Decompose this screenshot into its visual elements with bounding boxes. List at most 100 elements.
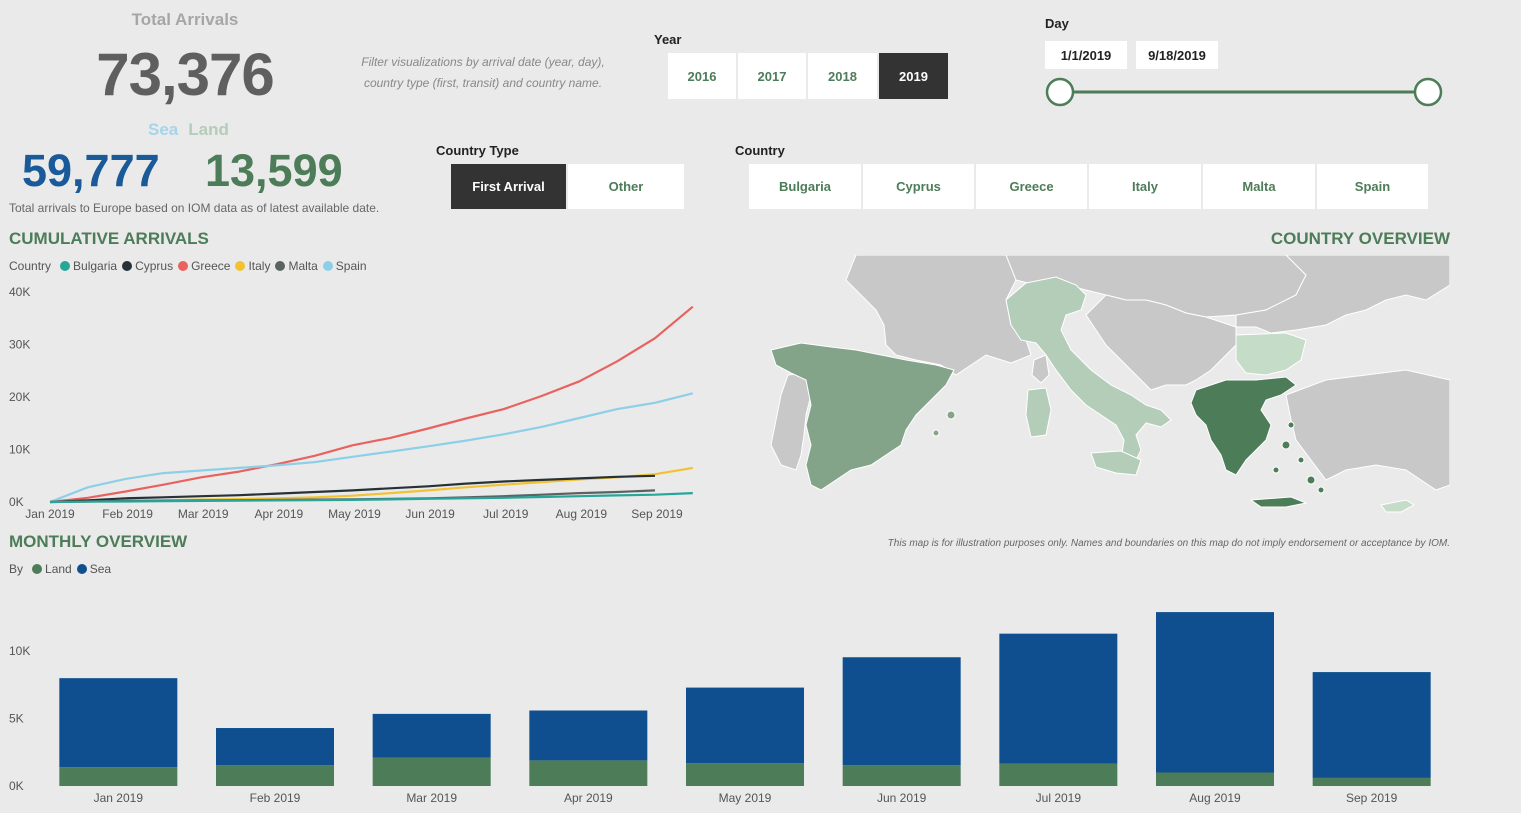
bar-land[interactable]	[529, 760, 648, 786]
bar-land[interactable]	[686, 763, 804, 786]
x-tick-label: Sep 2019	[1346, 791, 1398, 805]
legend-dot-icon	[32, 564, 43, 574]
cumulative-legend-item[interactable]: Greece	[178, 259, 230, 273]
country-cyprus-button[interactable]: Cyprus	[863, 164, 974, 209]
map-aegean-island	[1297, 456, 1305, 464]
bar-land[interactable]	[372, 757, 491, 786]
sea-label: Sea	[148, 120, 179, 139]
country-bulgaria-button[interactable]: Bulgaria	[749, 164, 861, 209]
cumulative-legend-item[interactable]: Cyprus	[122, 259, 173, 273]
year-slicer-label: Year	[654, 32, 682, 47]
country-greece-button[interactable]: Greece	[976, 164, 1087, 209]
legend-dot-icon	[235, 261, 246, 271]
monthly-legend-item[interactable]: Land	[32, 562, 72, 576]
x-tick-label: Jul 2019	[1036, 791, 1082, 805]
map-eastern-europe[interactable]	[1235, 255, 1450, 334]
bar-sea[interactable]	[999, 633, 1118, 764]
map-corsica[interactable]	[1031, 354, 1050, 384]
map-balearic-island	[946, 410, 956, 420]
year-2019-button[interactable]: 2019	[879, 53, 948, 99]
end-date-input[interactable]: 9/18/2019	[1136, 41, 1218, 69]
cumulative-legend-item[interactable]: Bulgaria	[60, 259, 117, 273]
filter-hint-line2: country type (first, transit) and countr…	[363, 76, 603, 90]
legend-label: Cyprus	[135, 259, 174, 273]
bar-sea[interactable]	[842, 657, 961, 766]
x-tick-label: Apr 2019	[255, 507, 304, 521]
monthly-legend-item[interactable]: Sea	[76, 562, 112, 576]
bar-sea[interactable]	[686, 687, 804, 764]
series-line-bulgaria[interactable]	[49, 492, 693, 504]
map-crete[interactable]	[1249, 496, 1308, 508]
day-range-end-handle[interactable]	[1413, 77, 1443, 107]
series-line-spain[interactable]	[49, 392, 694, 504]
y-tick-label: 40K	[9, 285, 30, 299]
map-aegean-island	[1281, 440, 1291, 450]
year-2018-button[interactable]: 2018	[808, 53, 877, 99]
bar-sea[interactable]	[529, 710, 648, 761]
y-tick-label: 0K	[9, 495, 24, 509]
day-range-slider[interactable]	[1040, 76, 1450, 108]
legend-label: Bulgaria	[73, 259, 118, 273]
first-arrival-button[interactable]: First Arrival	[451, 164, 566, 209]
legend-label: Greece	[191, 259, 231, 273]
bar-sea[interactable]	[1156, 612, 1274, 773]
map-cyprus[interactable]	[1380, 499, 1415, 513]
total-arrivals-title: Total Arrivals	[131, 10, 239, 29]
cumulative-legend-item[interactable]: Spain	[322, 259, 367, 273]
y-tick-label: 10K	[9, 644, 30, 658]
series-line-greece[interactable]	[49, 305, 694, 504]
bar-sea[interactable]	[372, 713, 491, 758]
x-tick-label: Jul 2019	[483, 507, 529, 521]
legend-dot-icon	[60, 261, 71, 271]
country-overview-title: COUNTRY OVERVIEW	[1270, 229, 1450, 248]
filter-hint: Filter visualizations by arrival date (y…	[338, 52, 628, 94]
bar-land[interactable]	[1312, 777, 1431, 786]
country-italy-button[interactable]: Italy	[1089, 164, 1201, 209]
legend-dot-icon	[322, 261, 333, 271]
country-malta-button[interactable]: Malta	[1203, 164, 1315, 209]
map-sardinia[interactable]	[1025, 387, 1052, 438]
bar-sea[interactable]	[216, 728, 334, 766]
year-2016-button[interactable]: 2016	[668, 53, 736, 99]
x-tick-label: Jan 2019	[94, 791, 144, 805]
legend-label: Sea	[89, 562, 112, 576]
bar-land[interactable]	[216, 765, 334, 786]
x-tick-label: Feb 2019	[250, 791, 301, 805]
legend-label: Italy	[248, 259, 271, 273]
map-aegean-island	[1317, 486, 1325, 494]
map-bulgaria[interactable]	[1235, 332, 1307, 376]
bar-sea[interactable]	[59, 678, 178, 768]
start-date-input[interactable]: 1/1/2019	[1045, 41, 1127, 69]
legend-dot-icon	[178, 261, 189, 271]
bar-land[interactable]	[999, 763, 1118, 786]
monthly-overview-title: MONTHLY OVERVIEW	[9, 532, 188, 551]
x-tick-label: Jun 2019	[877, 791, 927, 805]
map-italy[interactable]	[1005, 276, 1172, 471]
country-overview-map[interactable]	[766, 255, 1450, 525]
map-balkans[interactable]	[1085, 294, 1237, 391]
country-spain-button[interactable]: Spain	[1317, 164, 1428, 209]
day-range-start-handle[interactable]	[1045, 77, 1075, 107]
map-turkey[interactable]	[1285, 369, 1450, 491]
map-spain[interactable]	[770, 342, 955, 491]
map-aegean-island	[1272, 466, 1280, 474]
x-tick-label: Jan 2019	[25, 507, 75, 521]
x-tick-label: May 2019	[719, 791, 772, 805]
other-type-button[interactable]: Other	[568, 164, 684, 209]
y-tick-label: 5K	[9, 712, 24, 726]
series-line-cyprus[interactable]	[49, 474, 656, 504]
bar-land[interactable]	[1156, 772, 1274, 786]
cumulative-legend-item[interactable]: Malta	[275, 259, 318, 273]
bar-land[interactable]	[59, 767, 178, 786]
cumulative-legend-title: Country	[9, 259, 52, 273]
x-tick-label: Mar 2019	[178, 507, 229, 521]
year-2017-button[interactable]: 2017	[738, 53, 806, 99]
bar-sea[interactable]	[1312, 672, 1431, 778]
x-tick-label: Sep 2019	[631, 507, 683, 521]
x-tick-label: Aug 2019	[556, 507, 608, 521]
map-sicily[interactable]	[1090, 450, 1142, 476]
bar-land[interactable]	[842, 765, 961, 786]
map-greece[interactable]	[1190, 376, 1297, 476]
legend-label: Land	[45, 562, 72, 576]
cumulative-legend-item[interactable]: Italy	[235, 259, 270, 273]
